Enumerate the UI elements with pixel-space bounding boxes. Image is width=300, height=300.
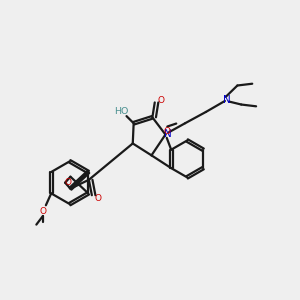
Text: O: O [39, 207, 46, 216]
Text: O: O [64, 178, 72, 187]
Text: N: N [223, 95, 231, 105]
Text: O: O [164, 127, 171, 136]
Text: N: N [164, 129, 172, 139]
Text: O: O [95, 194, 102, 203]
Text: O: O [158, 96, 165, 105]
Text: HO: HO [114, 107, 128, 116]
